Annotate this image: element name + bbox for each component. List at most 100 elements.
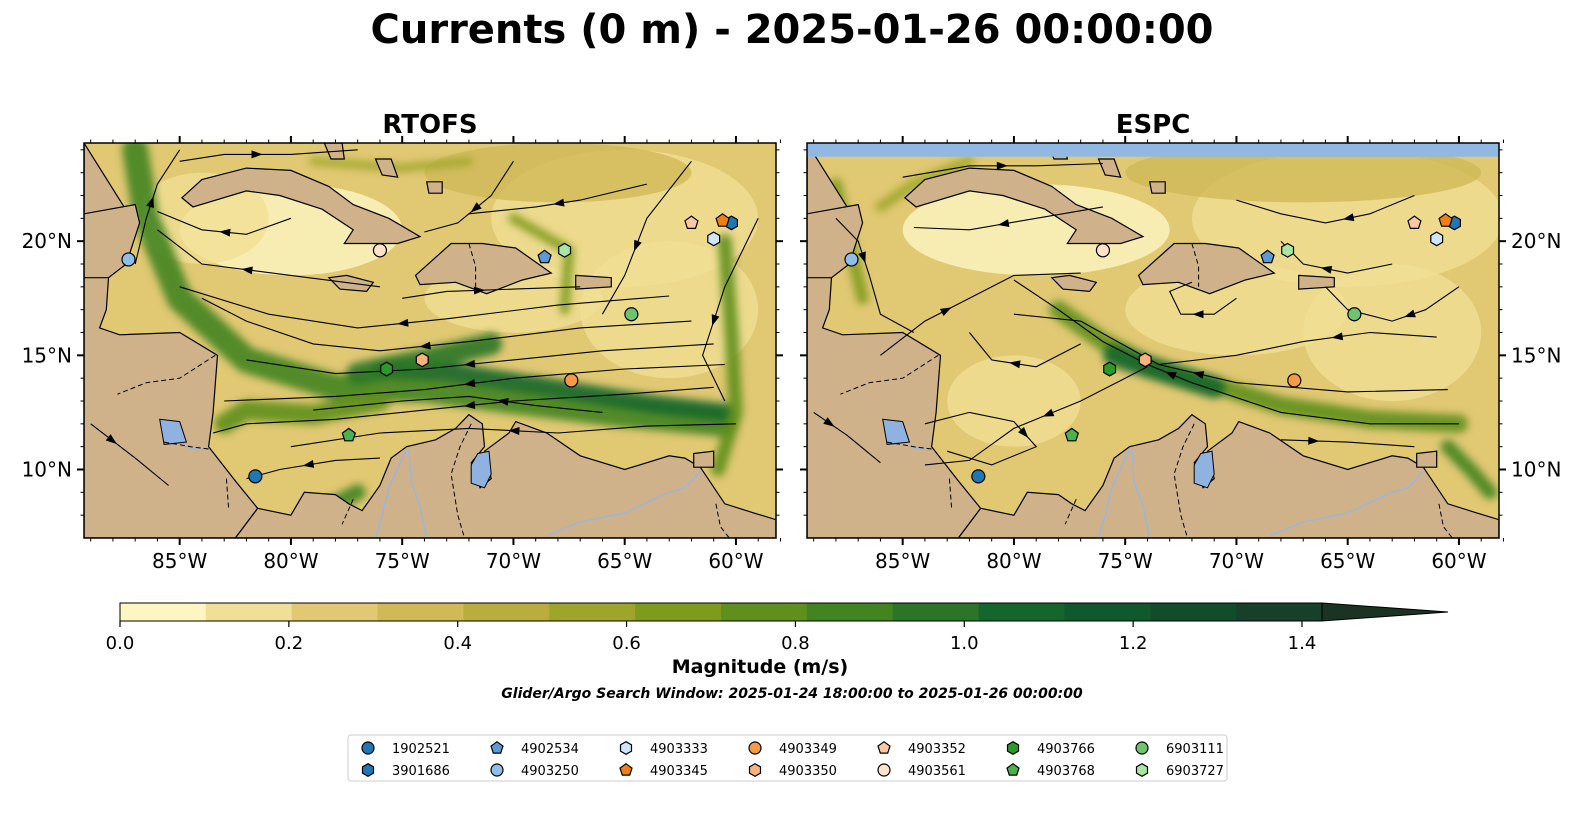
lat-tick-label: 10°N <box>22 458 72 482</box>
colorbar-segment <box>1150 603 1237 621</box>
platform-marker-1902521 <box>971 469 986 484</box>
streamline-arrow <box>1192 310 1204 319</box>
lon-tick-label: 65°W <box>1320 549 1375 573</box>
legend-marker <box>1135 741 1149 755</box>
streamline-arrow <box>1042 408 1055 417</box>
land-centralAmerica <box>807 143 1499 538</box>
platform-marker-6903111 <box>1347 307 1362 322</box>
colorbar-tick-label: 1.2 <box>1119 633 1148 654</box>
platform-marker-6903727 <box>558 242 572 258</box>
legend-label: 4903350 <box>779 764 837 779</box>
streamline <box>880 272 1081 356</box>
colorbar-label: Magnitude (m/s) <box>672 656 849 678</box>
colorbar-segment <box>635 603 722 621</box>
colorbar-segment <box>120 603 207 621</box>
colorbar-segment <box>291 603 379 621</box>
platform-marker-6903727 <box>1281 242 1295 258</box>
streamline-arrow <box>939 307 952 316</box>
colorbar-segment <box>892 603 980 621</box>
map-frame <box>806 142 1500 539</box>
platform-marker-4902534 <box>1260 249 1275 264</box>
lon-tick-label: 80°W <box>986 549 1041 573</box>
platform-marker-4903561 <box>1095 243 1111 258</box>
land-cuba <box>180 167 422 245</box>
platform-markers <box>844 213 1462 484</box>
colorbar-segment <box>806 603 894 621</box>
platform-marker-4902534 <box>537 249 552 264</box>
platform-marker-4903561 <box>372 243 388 258</box>
lon-tick-label: 85°W <box>875 549 930 573</box>
legend-item-4903333: 4903333 <box>619 741 708 757</box>
colorbar-extend-arrow <box>1321 602 1449 622</box>
lon-tick-label: 65°W <box>597 549 652 573</box>
streamline <box>1280 439 1415 448</box>
platform-marker-4903352 <box>684 215 699 229</box>
streamline-arrow <box>997 219 1010 228</box>
map-panel-rtofs: 85°W 80°W 75°W 70°W 65°W 60°W 10°N 15°N 20°N <box>22 136 783 573</box>
streamline-arrow <box>1308 436 1320 445</box>
streamline-arrow <box>1320 265 1333 274</box>
panel-title-rtofs: RTOFS <box>382 110 477 140</box>
platform-marker-4903350 <box>415 352 429 368</box>
streamline <box>90 423 169 486</box>
land-bahamas3 <box>1148 181 1166 194</box>
legend-label: 4903352 <box>908 742 966 757</box>
map-panel-espc: 85°W 80°W 75°W 70°W 65°W 60°W 10°N 15°N 20°N <box>800 136 1561 573</box>
platform-marker-4903350 <box>1138 352 1152 368</box>
land-cuba <box>903 167 1145 245</box>
colorbar-tick-label: 0.6 <box>612 633 641 654</box>
streamline-arrow <box>397 318 409 327</box>
legend-marker <box>748 741 762 755</box>
colorbar-segment <box>978 603 1066 621</box>
legend-label: 4903333 <box>650 742 708 757</box>
land-puertoRico <box>1298 274 1335 290</box>
streamline-arrow <box>105 434 117 445</box>
platform-marker-4903250 <box>844 252 859 267</box>
legend-label: 4903561 <box>908 764 966 779</box>
streamline-arrow <box>711 314 720 326</box>
streamline-arrow <box>1342 213 1355 222</box>
streamline-arrow <box>1009 360 1021 369</box>
platform-marker-4903345 <box>1438 213 1453 227</box>
land-trinidad <box>1416 450 1438 468</box>
legend-item-1902521: 1902521 <box>361 741 450 757</box>
colorbar-tick-label: 0.4 <box>443 633 472 654</box>
platform-marker-4903250 <box>121 252 136 267</box>
streamline <box>1325 286 1460 322</box>
land-yucatan <box>807 143 864 279</box>
legend-item-4903561: 4903561 <box>877 763 966 779</box>
colorbar-tick-label: 0.8 <box>781 633 810 654</box>
streamline-arrow <box>473 286 485 295</box>
legend-item-4903768: 4903768 <box>1006 762 1095 779</box>
search-window-caption: Glider/Argo Search Window: 2025-01-24 18… <box>501 686 1083 702</box>
land-bahamas3 <box>425 181 443 194</box>
legend-item-3901686: 3901686 <box>361 763 450 779</box>
land-hispaniola <box>1137 242 1276 295</box>
streamline-arrow <box>1165 371 1177 380</box>
colorbar-tick-label: 0.0 <box>106 633 135 654</box>
platform-marker-4903768 <box>1064 427 1080 442</box>
legend-label: 4902534 <box>521 742 579 757</box>
magnitude-colorbar: 0.0 0.2 0.4 0.6 0.8 1.0 1.2 1.4 <box>106 602 1449 654</box>
platform-marker-6903111 <box>624 307 639 322</box>
land-bahamas2 <box>1097 158 1122 178</box>
streamline-arrow <box>1192 371 1205 379</box>
streamline-arrow <box>1404 309 1416 318</box>
figure-title: Currents (0 m) - 2025-01-26 00:00:00 <box>371 7 1214 53</box>
land-puertoRico <box>575 274 612 290</box>
legend-marker <box>1006 741 1020 755</box>
colorbar-segment <box>377 603 465 621</box>
colorbar-segment <box>1064 603 1151 621</box>
lat-tick-label: 15°N <box>1511 343 1561 367</box>
legend-marker <box>877 740 891 754</box>
legend-marker <box>748 763 762 777</box>
colorbar-segment <box>1236 603 1323 621</box>
legend-item-4903250: 4903250 <box>490 763 579 779</box>
streamline <box>212 386 714 434</box>
streamline-arrow <box>302 459 315 468</box>
streamline-arrow <box>241 266 253 275</box>
legend-marker <box>490 763 504 777</box>
streamline-arrow <box>553 198 565 207</box>
streamline-arrow <box>633 239 642 252</box>
